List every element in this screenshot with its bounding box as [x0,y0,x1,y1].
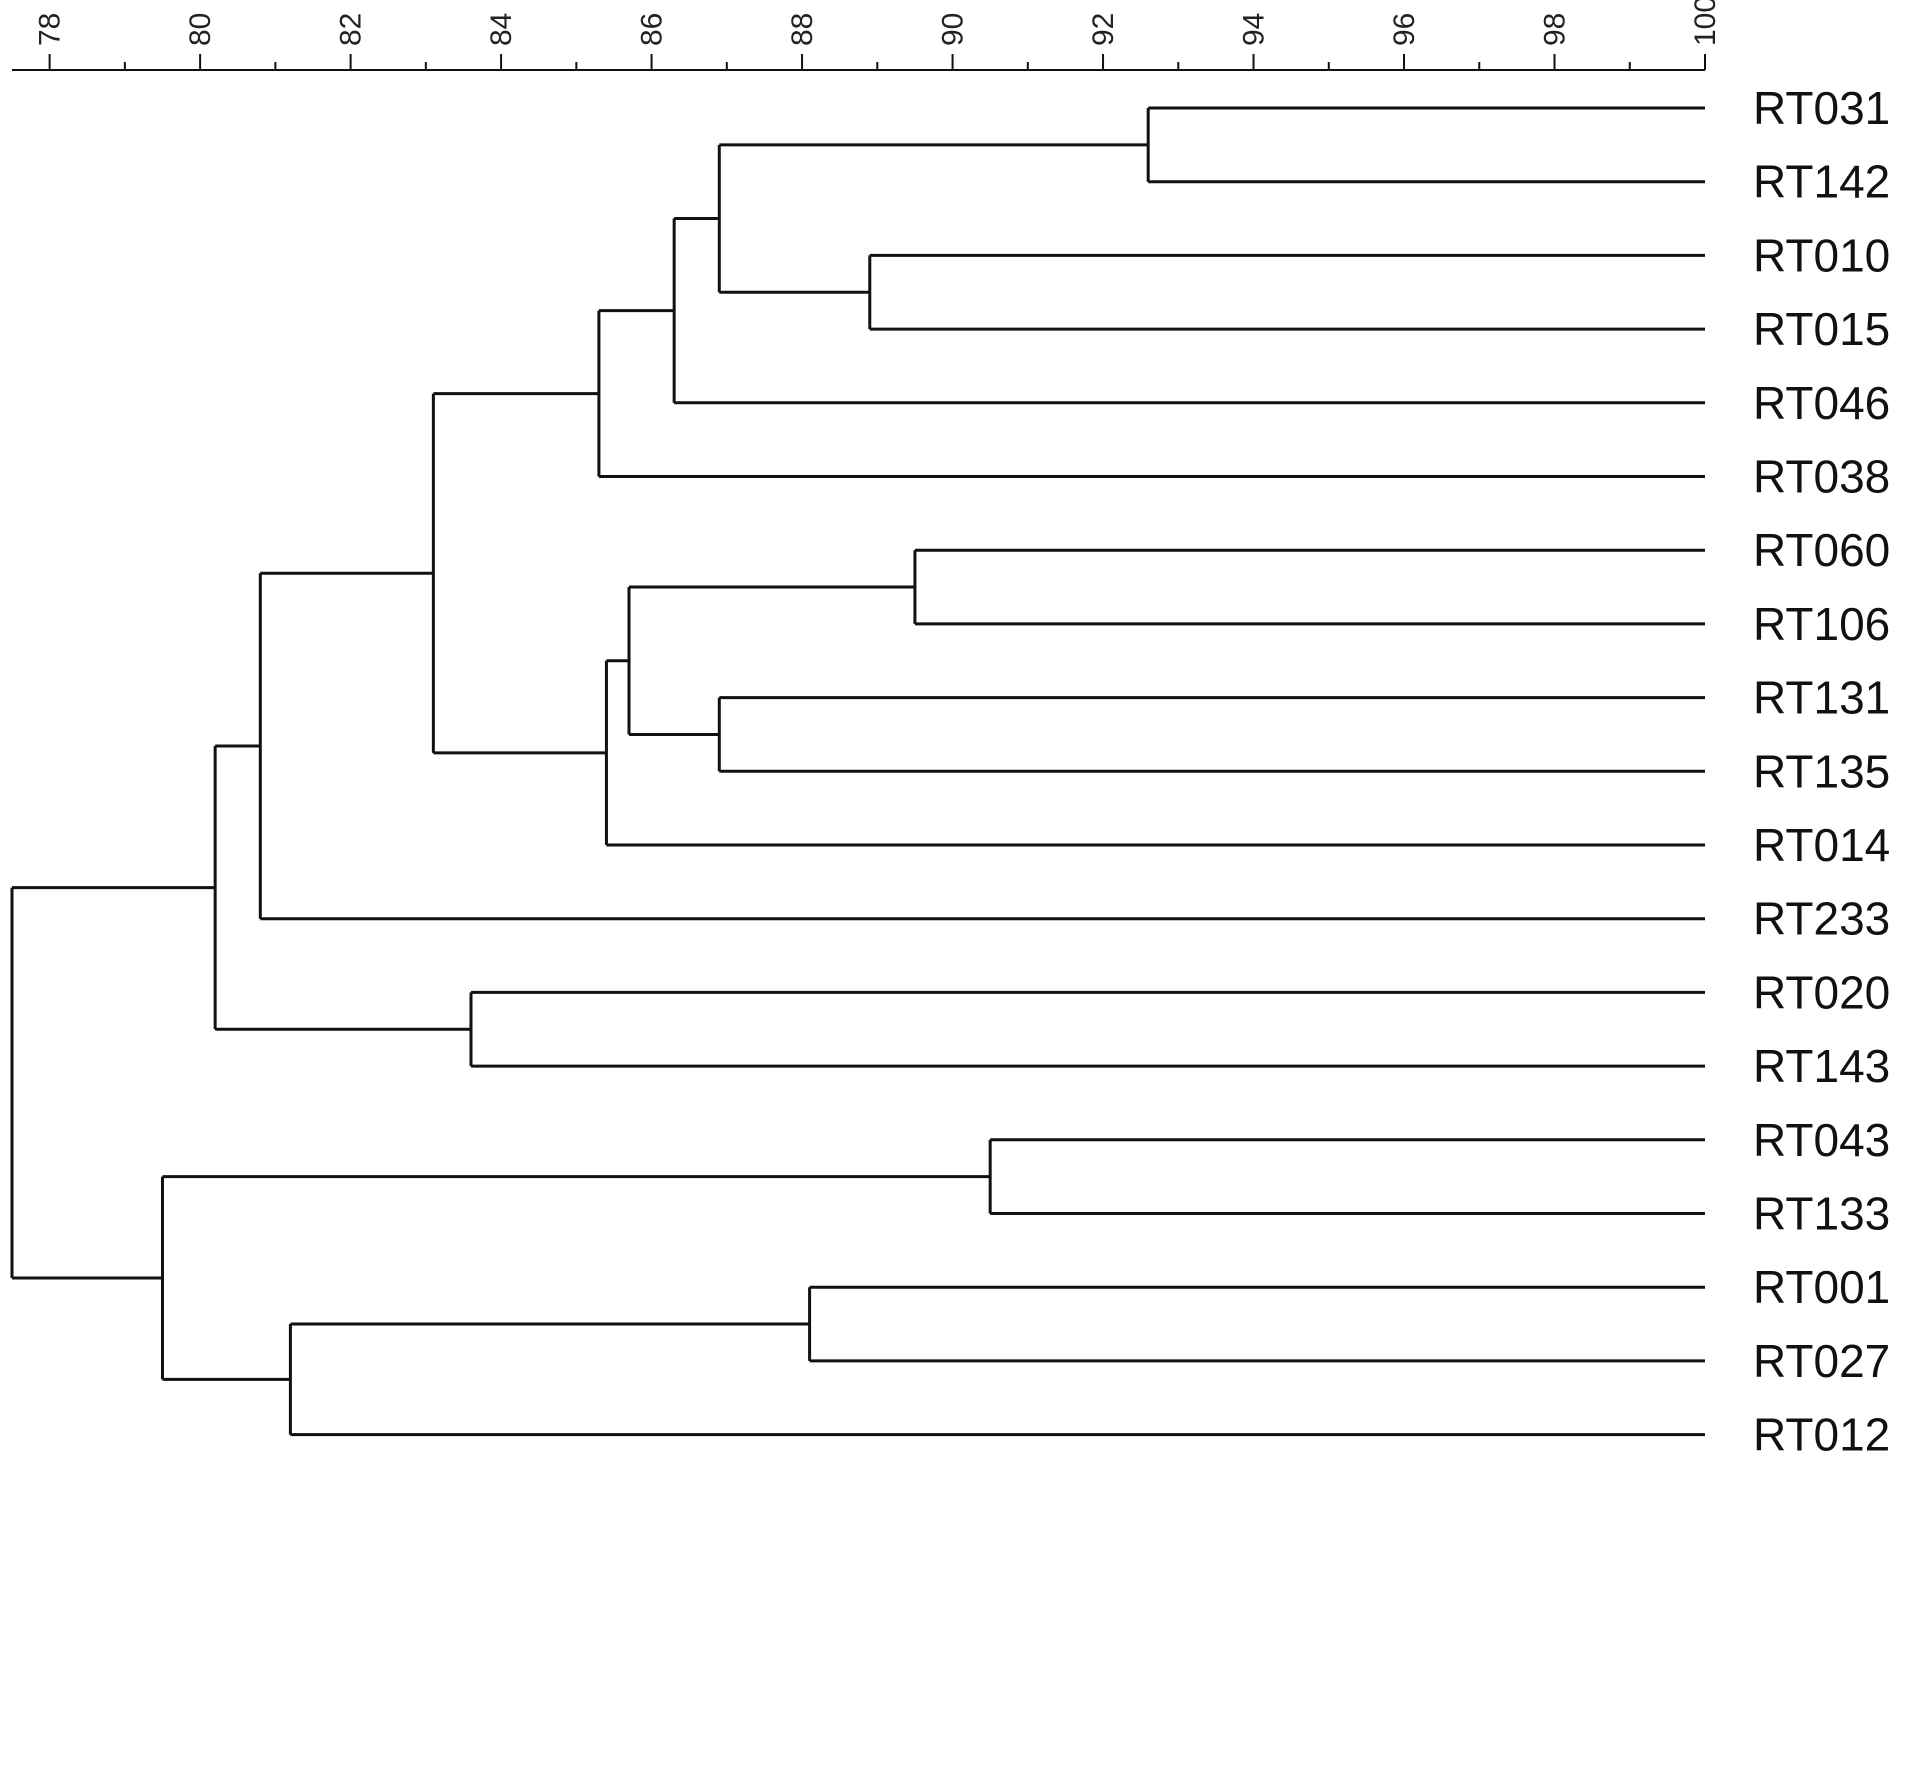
tick-label: 100 [1689,0,1722,46]
leaf-label-rt143: RT143 [1753,1040,1890,1092]
leaf-label-rt001: RT001 [1753,1261,1890,1313]
tick-label: 96 [1388,13,1421,46]
leaf-label-rt012: RT012 [1753,1409,1890,1461]
leaf-labels: RT031 RT142 RT010 RT015 RT046 RT038 RT060 RT106… [1753,82,1890,1461]
leaf-label-rt135: RT135 [1753,745,1890,797]
tick-label: 78 [34,13,67,46]
tick-label: 94 [1238,13,1271,46]
tick-label: 88 [786,13,819,46]
tick-label: 84 [485,13,518,46]
dendrogram-branches [10,106,1705,1437]
tick-label: 92 [1087,13,1120,46]
leaf-label-rt020: RT020 [1753,966,1890,1018]
leaf-label-rt031: RT031 [1753,82,1890,134]
leaf-label-rt133: RT133 [1753,1188,1890,1240]
tick-label: 98 [1539,13,1572,46]
leaf-label-rt015: RT015 [1753,303,1890,355]
leaf-label-rt046: RT046 [1753,377,1890,429]
leaf-label-rt014: RT014 [1753,819,1890,871]
tick-label: 86 [636,13,669,46]
leaf-label-rt142: RT142 [1753,156,1890,208]
leaf-label-rt010: RT010 [1753,229,1890,281]
tick-label: 82 [335,13,368,46]
similarity-scale-axis: 78 80 82 84 86 88 90 92 94 96 98 100 [12,0,1722,71]
leaf-label-rt233: RT233 [1753,893,1890,945]
leaf-label-rt038: RT038 [1753,451,1890,503]
leaf-label-rt027: RT027 [1753,1335,1890,1387]
tick-label: 80 [184,13,217,46]
leaf-label-rt043: RT043 [1753,1114,1890,1166]
tick-label: 90 [937,13,970,46]
leaf-label-rt060: RT060 [1753,524,1890,576]
leaf-label-rt106: RT106 [1753,598,1890,650]
leaf-label-rt131: RT131 [1753,672,1890,724]
